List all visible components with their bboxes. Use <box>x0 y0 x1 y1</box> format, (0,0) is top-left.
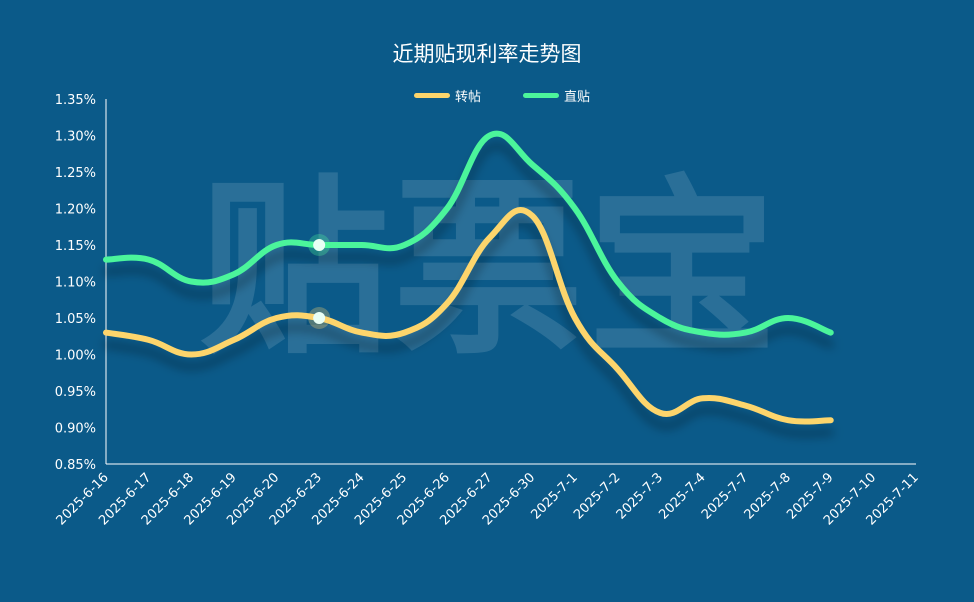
legend-item-zhuantie[interactable]: 转帖 <box>414 86 481 105</box>
watermark-text: 贴票宝 <box>198 159 781 380</box>
series-line-1[interactable] <box>103 130 834 338</box>
data-point-marker[interactable] <box>313 312 326 324</box>
chart-title: 近期贴现利率走势图 <box>392 42 582 66</box>
y-tick-label: 0.85% <box>55 458 96 473</box>
y-tick-label: 0.90% <box>55 422 96 437</box>
data-point-marker[interactable] <box>313 239 326 251</box>
y-tick-label: 1.15% <box>55 239 96 254</box>
y-tick-label: 0.95% <box>55 385 96 400</box>
y-tick-label: 1.10% <box>55 276 96 291</box>
y-tick-label: 1.30% <box>55 130 96 145</box>
legend: 转帖 直贴 <box>0 86 974 106</box>
y-tick-label: 1.20% <box>55 203 96 218</box>
y-tick-label: 1.25% <box>55 166 96 181</box>
legend-swatch-zhitie <box>523 93 559 98</box>
y-tick-label: 1.00% <box>55 349 96 364</box>
y-tick-label: 1.35% <box>55 93 96 108</box>
legend-swatch-zhuantie <box>414 93 450 98</box>
legend-label-zhuantie: 转帖 <box>455 90 482 105</box>
legend-label-zhitie: 直贴 <box>564 90 591 105</box>
legend-item-zhitie[interactable]: 直贴 <box>523 86 590 105</box>
y-tick-label: 1.05% <box>55 312 96 327</box>
series-line-0[interactable] <box>103 207 834 425</box>
